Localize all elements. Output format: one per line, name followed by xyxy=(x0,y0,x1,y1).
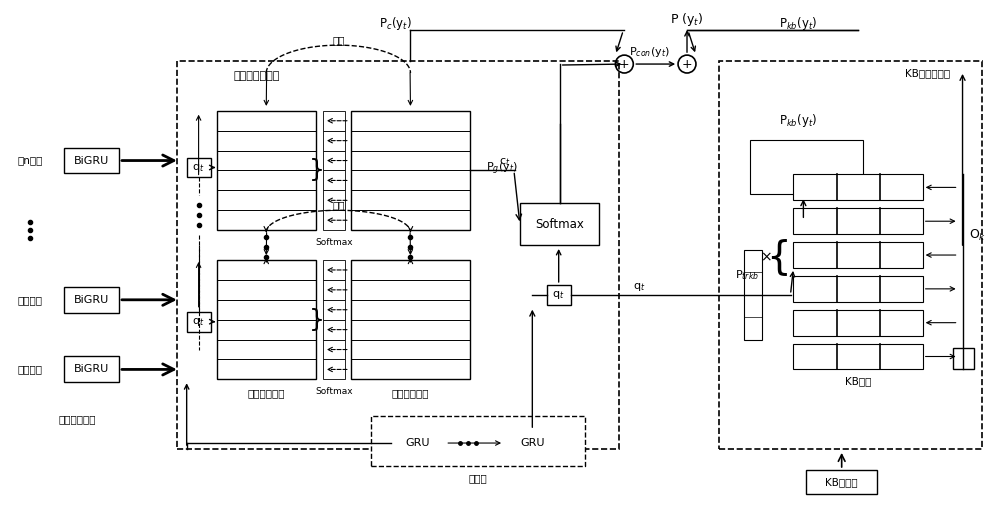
Bar xyxy=(351,111,470,230)
Bar xyxy=(841,149,851,191)
Text: 更新: 更新 xyxy=(332,201,345,211)
Bar xyxy=(323,300,345,320)
Bar xyxy=(323,320,345,340)
Text: q$_t$: q$_t$ xyxy=(192,316,205,328)
Text: P$_{kb}$(y$_t$): P$_{kb}$(y$_t$) xyxy=(779,112,818,129)
Bar xyxy=(505,430,560,456)
Bar xyxy=(520,203,599,245)
Text: q$_t$: q$_t$ xyxy=(192,162,205,173)
Bar xyxy=(391,430,445,456)
Bar xyxy=(187,312,211,332)
Text: Softmax: Softmax xyxy=(315,387,353,396)
Bar xyxy=(808,165,818,191)
Text: +: + xyxy=(619,58,630,70)
Text: 对话状态内存: 对话状态内存 xyxy=(247,388,285,398)
Text: P (y$_t$): P (y$_t$) xyxy=(670,11,704,28)
Bar xyxy=(797,159,807,191)
Text: c$_t$: c$_t$ xyxy=(499,156,511,169)
Bar xyxy=(217,260,316,380)
Bar xyxy=(793,276,923,302)
Bar xyxy=(793,343,923,370)
Bar xyxy=(719,61,982,449)
Text: 对话框编码器: 对话框编码器 xyxy=(58,414,96,424)
Text: KB内存: KB内存 xyxy=(845,376,871,386)
Text: Softmax: Softmax xyxy=(315,238,353,247)
Bar xyxy=(852,163,862,191)
Text: GRU: GRU xyxy=(406,438,430,448)
Bar xyxy=(323,191,345,211)
Text: BiGRU: BiGRU xyxy=(74,364,109,374)
Bar xyxy=(819,155,829,191)
Bar xyxy=(371,416,585,466)
Text: 第二回合: 第二回合 xyxy=(18,295,43,305)
Text: P$_g$(y$_t$): P$_g$(y$_t$) xyxy=(486,160,518,177)
Bar xyxy=(806,470,877,494)
Text: q$_t$: q$_t$ xyxy=(552,289,565,301)
Bar xyxy=(793,242,923,268)
Bar xyxy=(793,174,923,201)
Bar xyxy=(786,151,796,191)
Text: 第一回合: 第一回合 xyxy=(18,364,43,374)
Bar xyxy=(217,111,316,230)
Text: 对话历史内存: 对话历史内存 xyxy=(392,388,429,398)
Bar xyxy=(830,171,840,191)
Bar xyxy=(793,208,923,234)
Text: {: { xyxy=(766,238,791,276)
Text: O$_k$: O$_k$ xyxy=(969,228,986,243)
Text: }: } xyxy=(309,159,325,183)
Bar xyxy=(64,356,119,382)
Text: P$_{trkb}$: P$_{trkb}$ xyxy=(735,268,759,282)
Text: KB内存管理器: KB内存管理器 xyxy=(905,68,950,78)
Bar xyxy=(953,348,974,370)
Text: P$_c$(y$_t$): P$_c$(y$_t$) xyxy=(379,15,412,32)
Bar xyxy=(765,163,775,191)
Text: +: + xyxy=(682,58,692,70)
Text: P$_{con}$(y$_t$): P$_{con}$(y$_t$) xyxy=(629,45,670,59)
Bar xyxy=(351,260,470,380)
Text: 解码器: 解码器 xyxy=(468,473,487,483)
Bar xyxy=(177,61,619,449)
Text: 更新: 更新 xyxy=(332,35,345,45)
Bar xyxy=(323,111,345,131)
Text: q$_t$: q$_t$ xyxy=(633,281,645,293)
Bar xyxy=(323,211,345,230)
Bar xyxy=(547,285,571,305)
Text: 对话内存管理器: 对话内存管理器 xyxy=(233,71,279,81)
Bar xyxy=(793,310,923,335)
Bar xyxy=(187,158,211,177)
Bar xyxy=(323,340,345,360)
Text: 第n回合: 第n回合 xyxy=(18,155,43,165)
Bar xyxy=(323,151,345,171)
Bar xyxy=(323,171,345,191)
Bar xyxy=(776,169,785,191)
Bar xyxy=(750,140,863,194)
Text: GRU: GRU xyxy=(520,438,545,448)
Bar xyxy=(323,360,345,380)
Text: BiGRU: BiGRU xyxy=(74,155,109,165)
Text: KB三元组: KB三元组 xyxy=(825,477,858,487)
Text: ×: × xyxy=(760,250,771,264)
Text: Softmax: Softmax xyxy=(535,218,584,230)
Bar xyxy=(64,148,119,173)
Text: }: } xyxy=(309,308,325,332)
Bar xyxy=(323,131,345,151)
Bar xyxy=(744,250,762,340)
Bar xyxy=(64,287,119,313)
Text: BiGRU: BiGRU xyxy=(74,295,109,305)
Bar xyxy=(754,173,764,191)
Bar xyxy=(323,280,345,300)
Text: P$_{kb}$(y$_t$): P$_{kb}$(y$_t$) xyxy=(779,15,818,32)
Bar xyxy=(323,260,345,280)
